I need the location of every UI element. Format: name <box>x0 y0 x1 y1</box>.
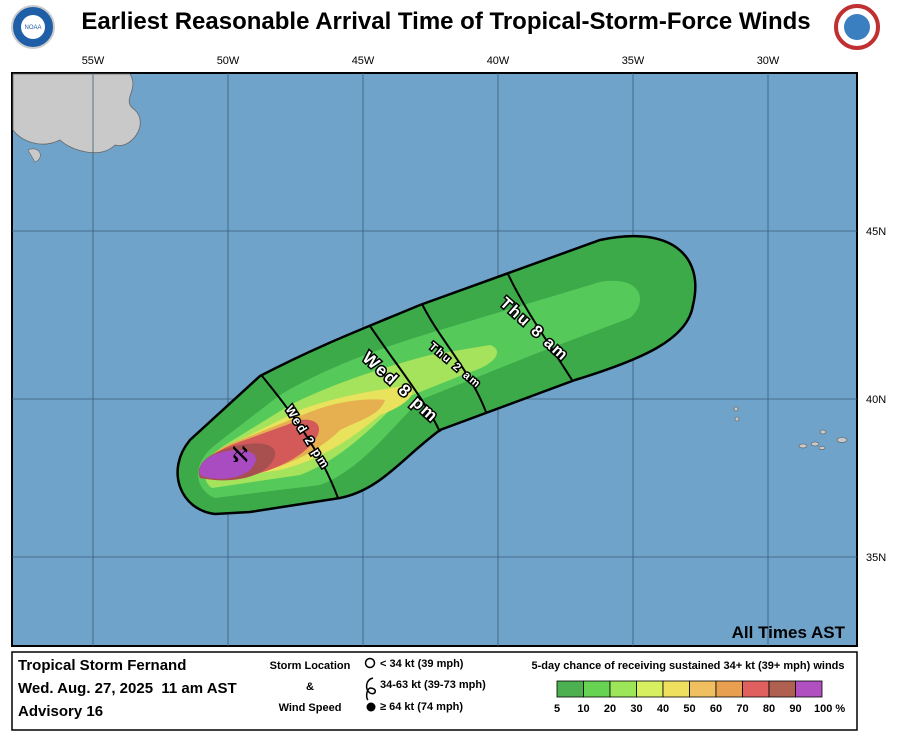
nws-logo <box>834 4 880 50</box>
scale-swatch <box>742 680 770 698</box>
map: ℵ <box>11 72 858 647</box>
lon-label: 45W <box>352 55 375 67</box>
newfoundland <box>12 73 141 153</box>
lat-label: 35N <box>866 552 886 564</box>
lon-label: 30W <box>757 55 780 67</box>
scale-swatch <box>689 680 717 698</box>
symbol-icon <box>364 657 376 669</box>
issued: Wed. Aug. 27, 2025 11 am AST <box>18 680 237 697</box>
storm-name: Tropical Storm Fernand <box>18 657 186 674</box>
scale-swatch <box>583 680 611 698</box>
isochrones <box>261 273 573 499</box>
lat-label: 45N <box>866 226 886 238</box>
scale-label: 20 <box>604 703 616 715</box>
azores <box>733 406 848 450</box>
advisory: Advisory 16 <box>18 703 103 720</box>
scale-label: 80 <box>763 703 775 715</box>
lon-label: 35W <box>622 55 645 67</box>
scale-label: 70 <box>736 703 748 715</box>
title: Earliest Reasonable Arrival Time of Trop… <box>81 8 810 35</box>
symbols-title: & <box>306 681 314 693</box>
scale-label: 60 <box>710 703 722 715</box>
time-note: All Times AST <box>732 623 846 642</box>
scale-swatch <box>636 680 664 698</box>
symbol-icon <box>365 677 376 701</box>
scale-label: 90 <box>789 703 801 715</box>
probability-swath <box>176 235 697 516</box>
noaa-logo: NOAA <box>11 5 55 49</box>
scale-label: 100 % <box>814 703 845 715</box>
scale-swatch <box>715 680 743 698</box>
scale-title: 5-day chance of receiving sustained 34+ … <box>532 660 845 672</box>
lon-label: 40W <box>487 55 510 67</box>
lat-label: 40N <box>866 394 886 406</box>
scale-label: 5 <box>554 703 560 715</box>
scale-label: 40 <box>657 703 669 715</box>
scale-swatch <box>609 680 637 698</box>
svg-text:NOAA: NOAA <box>24 25 41 31</box>
scale-swatch <box>768 680 796 698</box>
storm-symbol: ℵ <box>232 442 248 467</box>
symbols-title: Wind Speed <box>279 702 342 714</box>
symbol-label: 34-63 kt (39-73 mph) <box>380 679 486 691</box>
scale-label: 30 <box>630 703 642 715</box>
symbols-title: Storm Location <box>270 660 351 672</box>
scale-label: 10 <box>577 703 589 715</box>
scale-swatch <box>556 680 584 698</box>
lon-label: 50W <box>217 55 240 67</box>
symbol-icon <box>366 702 376 712</box>
scale-swatch <box>662 680 690 698</box>
symbol-label: ≥ 64 kt (74 mph) <box>380 701 463 713</box>
scale-swatch <box>795 680 823 698</box>
scale-label: 50 <box>683 703 695 715</box>
lon-label: 55W <box>82 55 105 67</box>
symbol-label: < 34 kt (39 mph) <box>380 658 464 670</box>
